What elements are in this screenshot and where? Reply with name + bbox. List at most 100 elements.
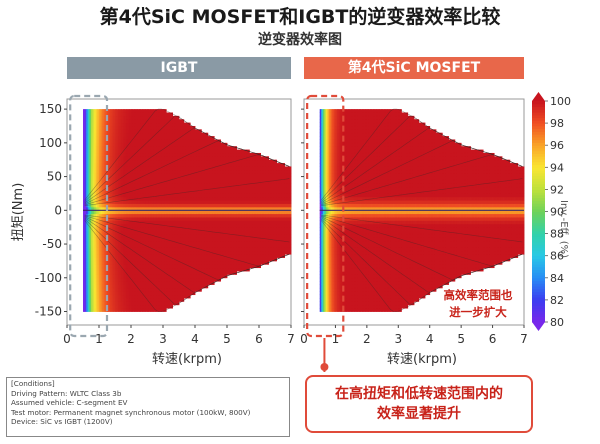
heat-cell bbox=[108, 254, 111, 258]
heat-cell bbox=[147, 122, 149, 127]
heat-cell bbox=[83, 264, 85, 269]
heat-cell bbox=[180, 217, 183, 221]
heat-cell bbox=[167, 159, 170, 164]
heat-cell bbox=[163, 250, 165, 255]
heat-cell bbox=[139, 166, 141, 171]
heat-cell bbox=[139, 183, 141, 188]
heat-cell bbox=[127, 227, 130, 231]
heat-cell bbox=[127, 298, 130, 302]
heat-cell bbox=[185, 193, 188, 198]
heat-cell bbox=[171, 179, 173, 184]
heat-cell bbox=[118, 206, 121, 211]
heat-cell bbox=[172, 122, 175, 127]
heat-cell bbox=[89, 196, 92, 201]
heat-cell bbox=[148, 254, 151, 258]
heat-cell bbox=[116, 304, 119, 309]
heat-cell bbox=[148, 213, 151, 218]
heat-cell bbox=[115, 281, 117, 285]
heat-cell bbox=[100, 260, 103, 265]
heat-cell bbox=[188, 139, 191, 144]
heat-cell bbox=[180, 146, 183, 150]
heat-cell bbox=[126, 298, 129, 302]
heat-cell bbox=[124, 163, 127, 167]
heat-cell bbox=[102, 190, 105, 194]
heat-cell bbox=[83, 237, 85, 242]
heat-cell bbox=[161, 230, 164, 235]
heat-cell bbox=[123, 271, 125, 275]
heat-cell bbox=[153, 152, 156, 157]
heat-cell bbox=[179, 129, 181, 134]
heat-cell bbox=[153, 294, 156, 299]
heat-cell bbox=[151, 210, 154, 215]
heat-cell bbox=[177, 284, 180, 289]
heat-cell bbox=[164, 115, 167, 120]
heat-cell bbox=[100, 301, 103, 306]
heat-cell bbox=[156, 149, 159, 154]
heat-cell bbox=[148, 298, 151, 302]
heat-cell bbox=[127, 132, 130, 137]
heat-cell bbox=[115, 220, 117, 225]
heat-cell bbox=[150, 220, 153, 225]
heat-cell bbox=[124, 284, 127, 289]
heat-cell bbox=[105, 260, 108, 265]
heat-cell bbox=[183, 274, 186, 279]
heat-cell bbox=[126, 277, 129, 282]
heat-cell bbox=[145, 125, 148, 130]
heat-cell bbox=[95, 264, 98, 269]
heat-cell bbox=[175, 129, 178, 134]
heat-cell bbox=[83, 260, 85, 265]
heat-cell bbox=[147, 132, 149, 137]
heat-cell bbox=[187, 139, 189, 144]
heat-cell bbox=[150, 200, 153, 204]
heat-cell bbox=[179, 264, 181, 269]
heat-cell bbox=[139, 203, 141, 208]
heat-cell bbox=[166, 166, 169, 171]
heat-cell bbox=[97, 109, 100, 113]
heat-cell bbox=[127, 220, 130, 225]
heat-cell bbox=[183, 169, 186, 174]
heat-cell bbox=[187, 233, 189, 238]
heat-cell bbox=[137, 129, 140, 134]
heat-cell bbox=[113, 203, 116, 208]
heat-cell bbox=[180, 190, 183, 194]
heat-cell bbox=[191, 244, 194, 248]
heat-cell bbox=[161, 227, 164, 231]
heat-cell bbox=[164, 247, 167, 252]
heat-cell bbox=[158, 308, 161, 312]
heat-cell bbox=[169, 230, 172, 235]
heat-cell bbox=[175, 122, 178, 127]
heat-cell bbox=[145, 210, 148, 215]
heat-cell bbox=[103, 260, 106, 265]
heat-cell bbox=[147, 112, 149, 117]
heat-cell bbox=[95, 125, 98, 130]
heat-cell bbox=[179, 213, 181, 218]
heat-cell bbox=[187, 210, 189, 215]
heat-cell bbox=[174, 169, 177, 174]
heat-cell bbox=[103, 173, 106, 177]
heat-cell bbox=[175, 301, 178, 306]
heat-cell bbox=[163, 301, 165, 306]
heat-cell bbox=[191, 152, 194, 157]
heat-cell bbox=[158, 159, 161, 164]
heat-cell bbox=[89, 284, 92, 289]
heat-cell bbox=[169, 277, 172, 282]
heat-cell bbox=[140, 119, 143, 124]
heat-cell bbox=[118, 257, 121, 262]
heat-cell bbox=[111, 217, 114, 221]
heat-cell bbox=[83, 179, 85, 184]
heat-cell bbox=[108, 213, 111, 218]
heat-cell bbox=[119, 159, 122, 164]
heat-cell bbox=[169, 156, 172, 161]
heat-cell bbox=[124, 186, 127, 191]
heat-cell bbox=[147, 291, 149, 296]
heat-cell bbox=[131, 139, 133, 144]
heat-cell bbox=[145, 308, 148, 312]
heat-cell bbox=[166, 284, 169, 289]
heat-cell bbox=[115, 200, 117, 204]
heat-cell bbox=[161, 139, 164, 144]
heat-cell bbox=[97, 237, 100, 242]
heat-cell bbox=[124, 146, 127, 150]
heat-cell bbox=[124, 233, 127, 238]
heat-cell bbox=[142, 277, 145, 282]
heat-cell bbox=[103, 132, 106, 137]
